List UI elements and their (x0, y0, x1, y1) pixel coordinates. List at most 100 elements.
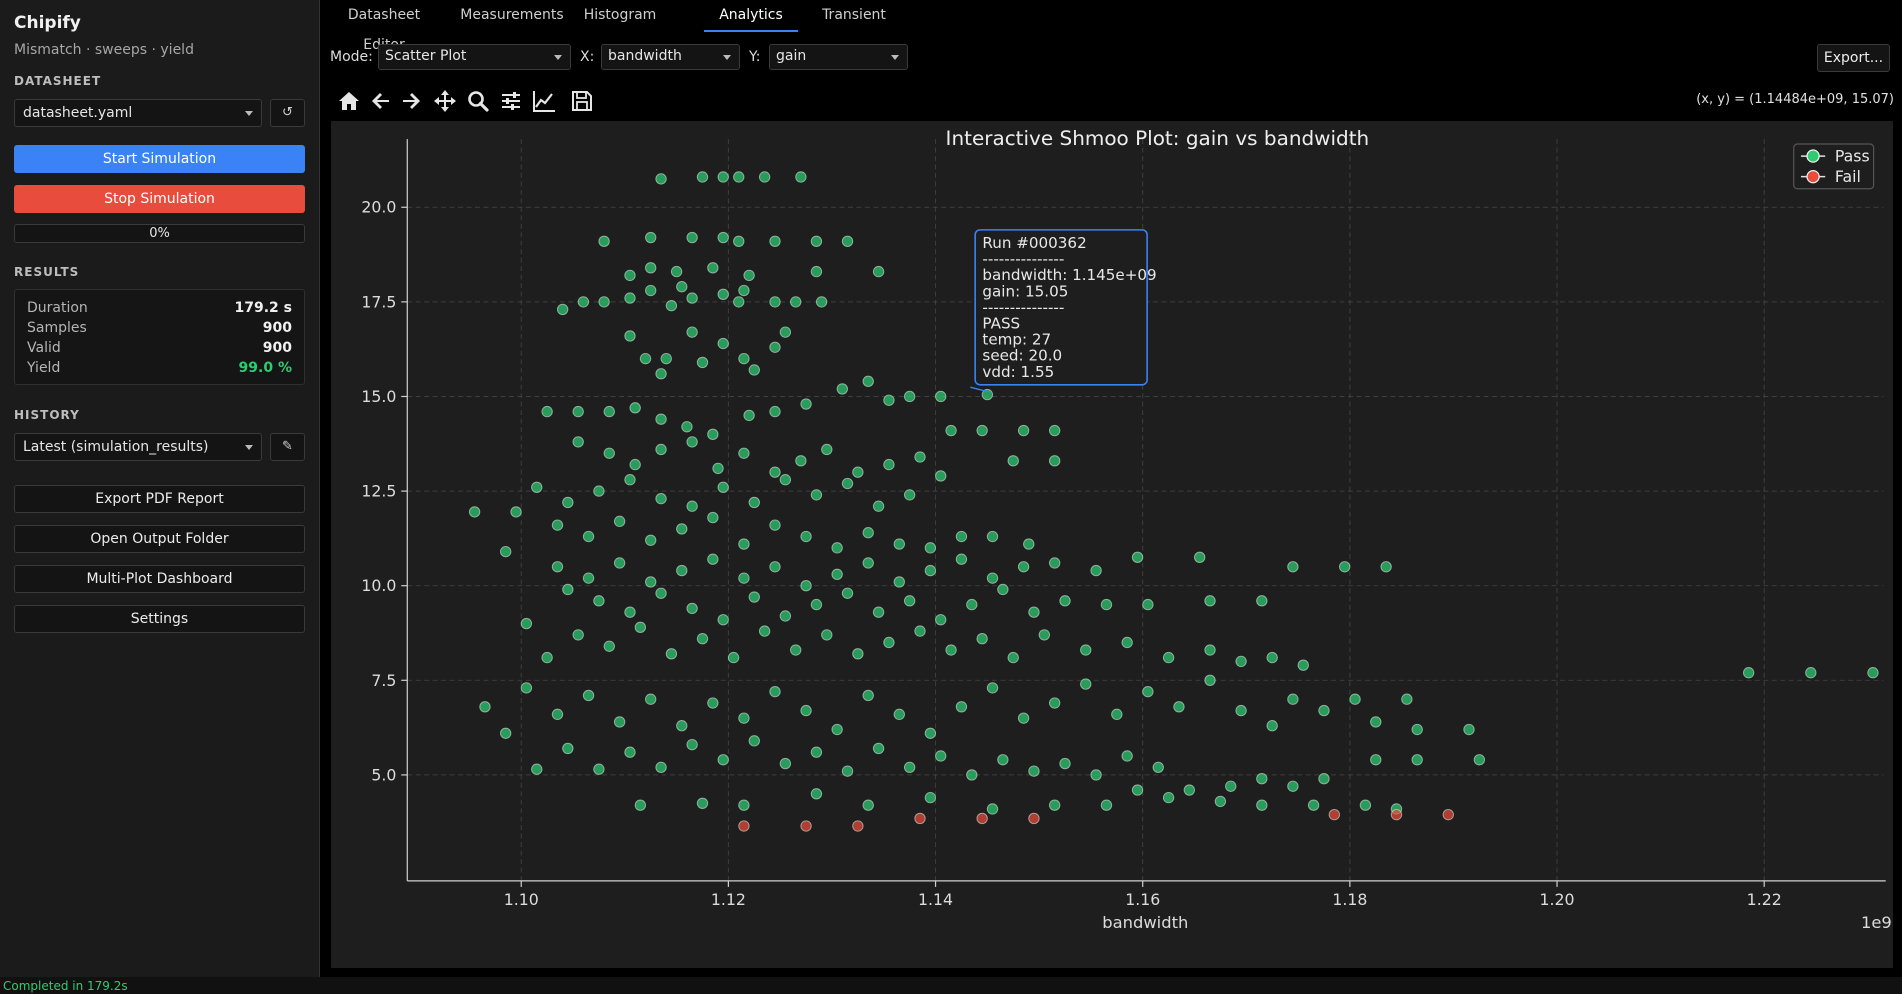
pan-icon[interactable] (431, 87, 459, 115)
x-axis-select[interactable]: bandwidth (601, 44, 740, 70)
fail-data-point[interactable] (1442, 808, 1454, 821)
pass-data-point[interactable] (841, 235, 854, 248)
pass-data-point[interactable] (727, 651, 740, 664)
pass-data-point[interactable] (903, 595, 916, 607)
pass-data-point[interactable] (1080, 678, 1092, 690)
forward-arrow-icon[interactable] (397, 87, 425, 115)
pass-data-point[interactable] (769, 405, 781, 418)
pass-data-point[interactable] (1411, 754, 1423, 766)
pass-data-point[interactable] (676, 564, 688, 577)
pass-data-point[interactable] (862, 557, 874, 569)
pass-data-point[interactable] (624, 606, 636, 618)
pass-data-point[interactable] (779, 474, 792, 486)
pass-data-point[interactable] (696, 171, 709, 183)
pass-data-point[interactable] (696, 632, 709, 645)
pass-data-point[interactable] (670, 265, 683, 278)
fail-data-point[interactable] (738, 820, 750, 832)
pass-data-point[interactable] (1152, 761, 1164, 774)
pass-data-point[interactable] (479, 701, 491, 713)
pass-data-point[interactable] (738, 284, 750, 297)
pass-data-point[interactable] (810, 598, 823, 611)
pass-data-point[interactable] (655, 587, 667, 599)
pass-data-point[interactable] (976, 632, 988, 645)
pass-data-point[interactable] (717, 337, 729, 350)
pass-data-point[interactable] (639, 352, 652, 365)
pass-data-point[interactable] (686, 738, 698, 751)
pass-data-point[interactable] (738, 538, 750, 550)
pass-data-point[interactable] (1411, 723, 1423, 736)
pass-data-point[interactable] (572, 436, 584, 448)
pass-data-point[interactable] (624, 292, 636, 304)
pass-data-point[interactable] (603, 640, 615, 652)
pass-data-point[interactable] (769, 296, 781, 308)
pass-data-point[interactable] (717, 171, 729, 183)
pass-data-point[interactable] (748, 591, 760, 603)
pass-data-point[interactable] (893, 708, 905, 721)
pass-data-point[interactable] (872, 742, 885, 755)
pass-data-point[interactable] (769, 466, 781, 478)
pass-data-point[interactable] (841, 477, 854, 490)
pass-data-point[interactable] (733, 296, 745, 308)
datasheet-select[interactable]: datasheet.yaml (14, 99, 262, 127)
pass-data-point[interactable] (862, 527, 874, 539)
pass-data-point[interactable] (1742, 667, 1755, 679)
open-output-folder-button[interactable]: Open Output Folder (14, 525, 305, 553)
pass-data-point[interactable] (945, 644, 957, 656)
pass-data-point[interactable] (903, 489, 916, 501)
pass-data-point[interactable] (1256, 799, 1268, 811)
pass-data-point[interactable] (645, 284, 657, 297)
stop-simulation-button[interactable]: Stop Simulation (14, 185, 305, 213)
pass-data-point[interactable] (613, 716, 626, 728)
pass-data-point[interactable] (935, 750, 947, 762)
pass-data-point[interactable] (966, 598, 978, 611)
pass-data-point[interactable] (1225, 780, 1237, 792)
pass-data-point[interactable] (738, 352, 750, 365)
pass-data-point[interactable] (1173, 701, 1185, 713)
pass-data-point[interactable] (748, 364, 760, 376)
pass-data-point[interactable] (976, 424, 988, 437)
pass-data-point[interactable] (686, 500, 698, 512)
refresh-datasheet-button[interactable]: ↺ (270, 99, 305, 127)
pass-data-point[interactable] (769, 561, 781, 573)
pass-data-point[interactable] (966, 769, 978, 781)
pass-data-point[interactable] (598, 296, 610, 308)
pass-data-point[interactable] (655, 173, 667, 185)
pass-data-point[interactable] (634, 799, 647, 811)
pass-data-point[interactable] (572, 405, 584, 418)
pass-data-point[interactable] (779, 757, 792, 770)
pass-data-point[interactable] (598, 235, 610, 248)
pass-data-point[interactable] (986, 682, 999, 694)
pass-data-point[interactable] (510, 506, 522, 518)
pass-data-point[interactable] (655, 492, 667, 505)
pass-data-point[interactable] (520, 682, 533, 694)
pass-data-point[interactable] (707, 511, 719, 524)
pass-data-point[interactable] (1017, 561, 1030, 573)
rename-history-button[interactable]: ✎ (270, 433, 305, 461)
pass-data-point[interactable] (520, 617, 533, 630)
pass-data-point[interactable] (769, 235, 781, 248)
tab-histogram[interactable]: Histogram (583, 7, 657, 23)
pass-data-point[interactable] (645, 576, 657, 588)
pass-data-point[interactable] (593, 595, 605, 607)
pass-data-point[interactable] (686, 292, 698, 304)
pass-data-point[interactable] (717, 481, 729, 493)
pass-data-point[interactable] (551, 561, 564, 573)
pass-data-point[interactable] (1235, 655, 1247, 668)
pass-data-point[interactable] (707, 428, 719, 441)
pass-data-point[interactable] (981, 388, 994, 401)
pass-data-point[interactable] (841, 765, 854, 777)
pass-data-point[interactable] (624, 746, 636, 758)
pass-data-point[interactable] (499, 727, 512, 739)
pass-data-point[interactable] (769, 685, 781, 698)
start-simulation-button[interactable]: Start Simulation (14, 145, 305, 173)
pass-data-point[interactable] (1007, 455, 1019, 467)
pass-data-point[interactable] (1111, 708, 1123, 721)
pass-data-point[interactable] (1339, 561, 1351, 573)
pass-data-point[interactable] (1370, 754, 1382, 766)
pass-data-point[interactable] (1131, 784, 1144, 796)
pass-data-point[interactable] (717, 288, 729, 300)
pass-data-point[interactable] (1297, 659, 1309, 671)
pass-data-point[interactable] (1204, 644, 1216, 656)
pass-data-point[interactable] (810, 489, 823, 501)
